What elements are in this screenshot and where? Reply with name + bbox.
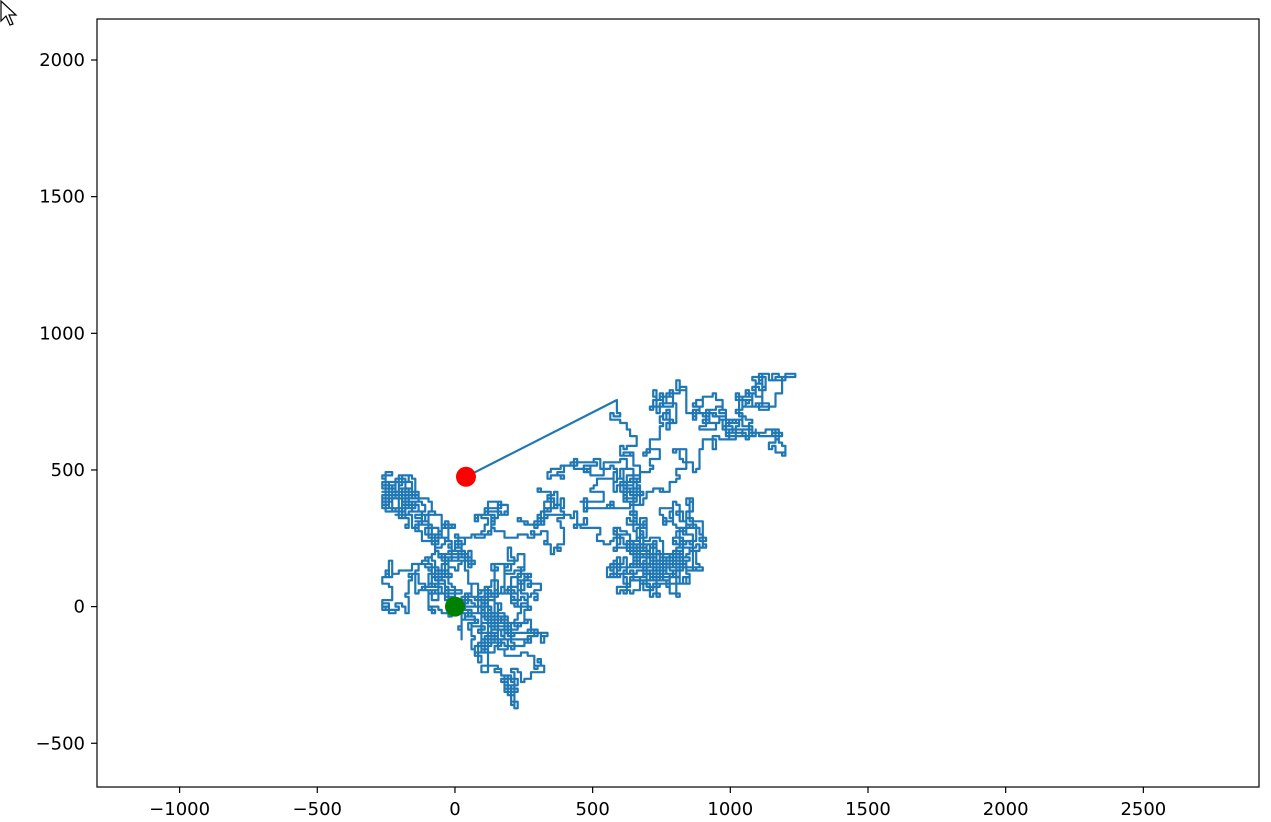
x-tick-label: 1500 — [845, 799, 891, 820]
walk-path-group — [381, 372, 797, 710]
x-axis: −1000 −500 0 500 1000 1500 2000 2500 — [149, 787, 1166, 820]
end-point-marker — [455, 466, 476, 487]
x-tick-label: 500 — [575, 799, 609, 820]
x-tick-label: −1000 — [149, 799, 210, 820]
x-tick-label: 2500 — [1120, 799, 1166, 820]
y-tick-label: 2000 — [39, 50, 85, 71]
mouse-pointer-icon — [0, 0, 18, 26]
y-axis: −500 0 500 1000 1500 2000 — [36, 50, 97, 754]
x-tick-label: −500 — [293, 799, 342, 820]
x-tick-label: 2000 — [983, 799, 1029, 820]
y-tick-label: 1000 — [39, 323, 85, 344]
y-tick-label: −500 — [36, 733, 85, 754]
plot-frame — [96, 18, 1260, 788]
x-tick-label: 1000 — [707, 799, 753, 820]
y-tick-label: 1500 — [39, 187, 85, 208]
y-tick-label: 0 — [74, 597, 85, 618]
x-tick-label: 0 — [449, 799, 460, 820]
y-tick-label: 500 — [51, 460, 85, 481]
marker-group — [444, 466, 476, 617]
walk-path — [381, 372, 797, 710]
start-point-marker — [444, 596, 465, 617]
